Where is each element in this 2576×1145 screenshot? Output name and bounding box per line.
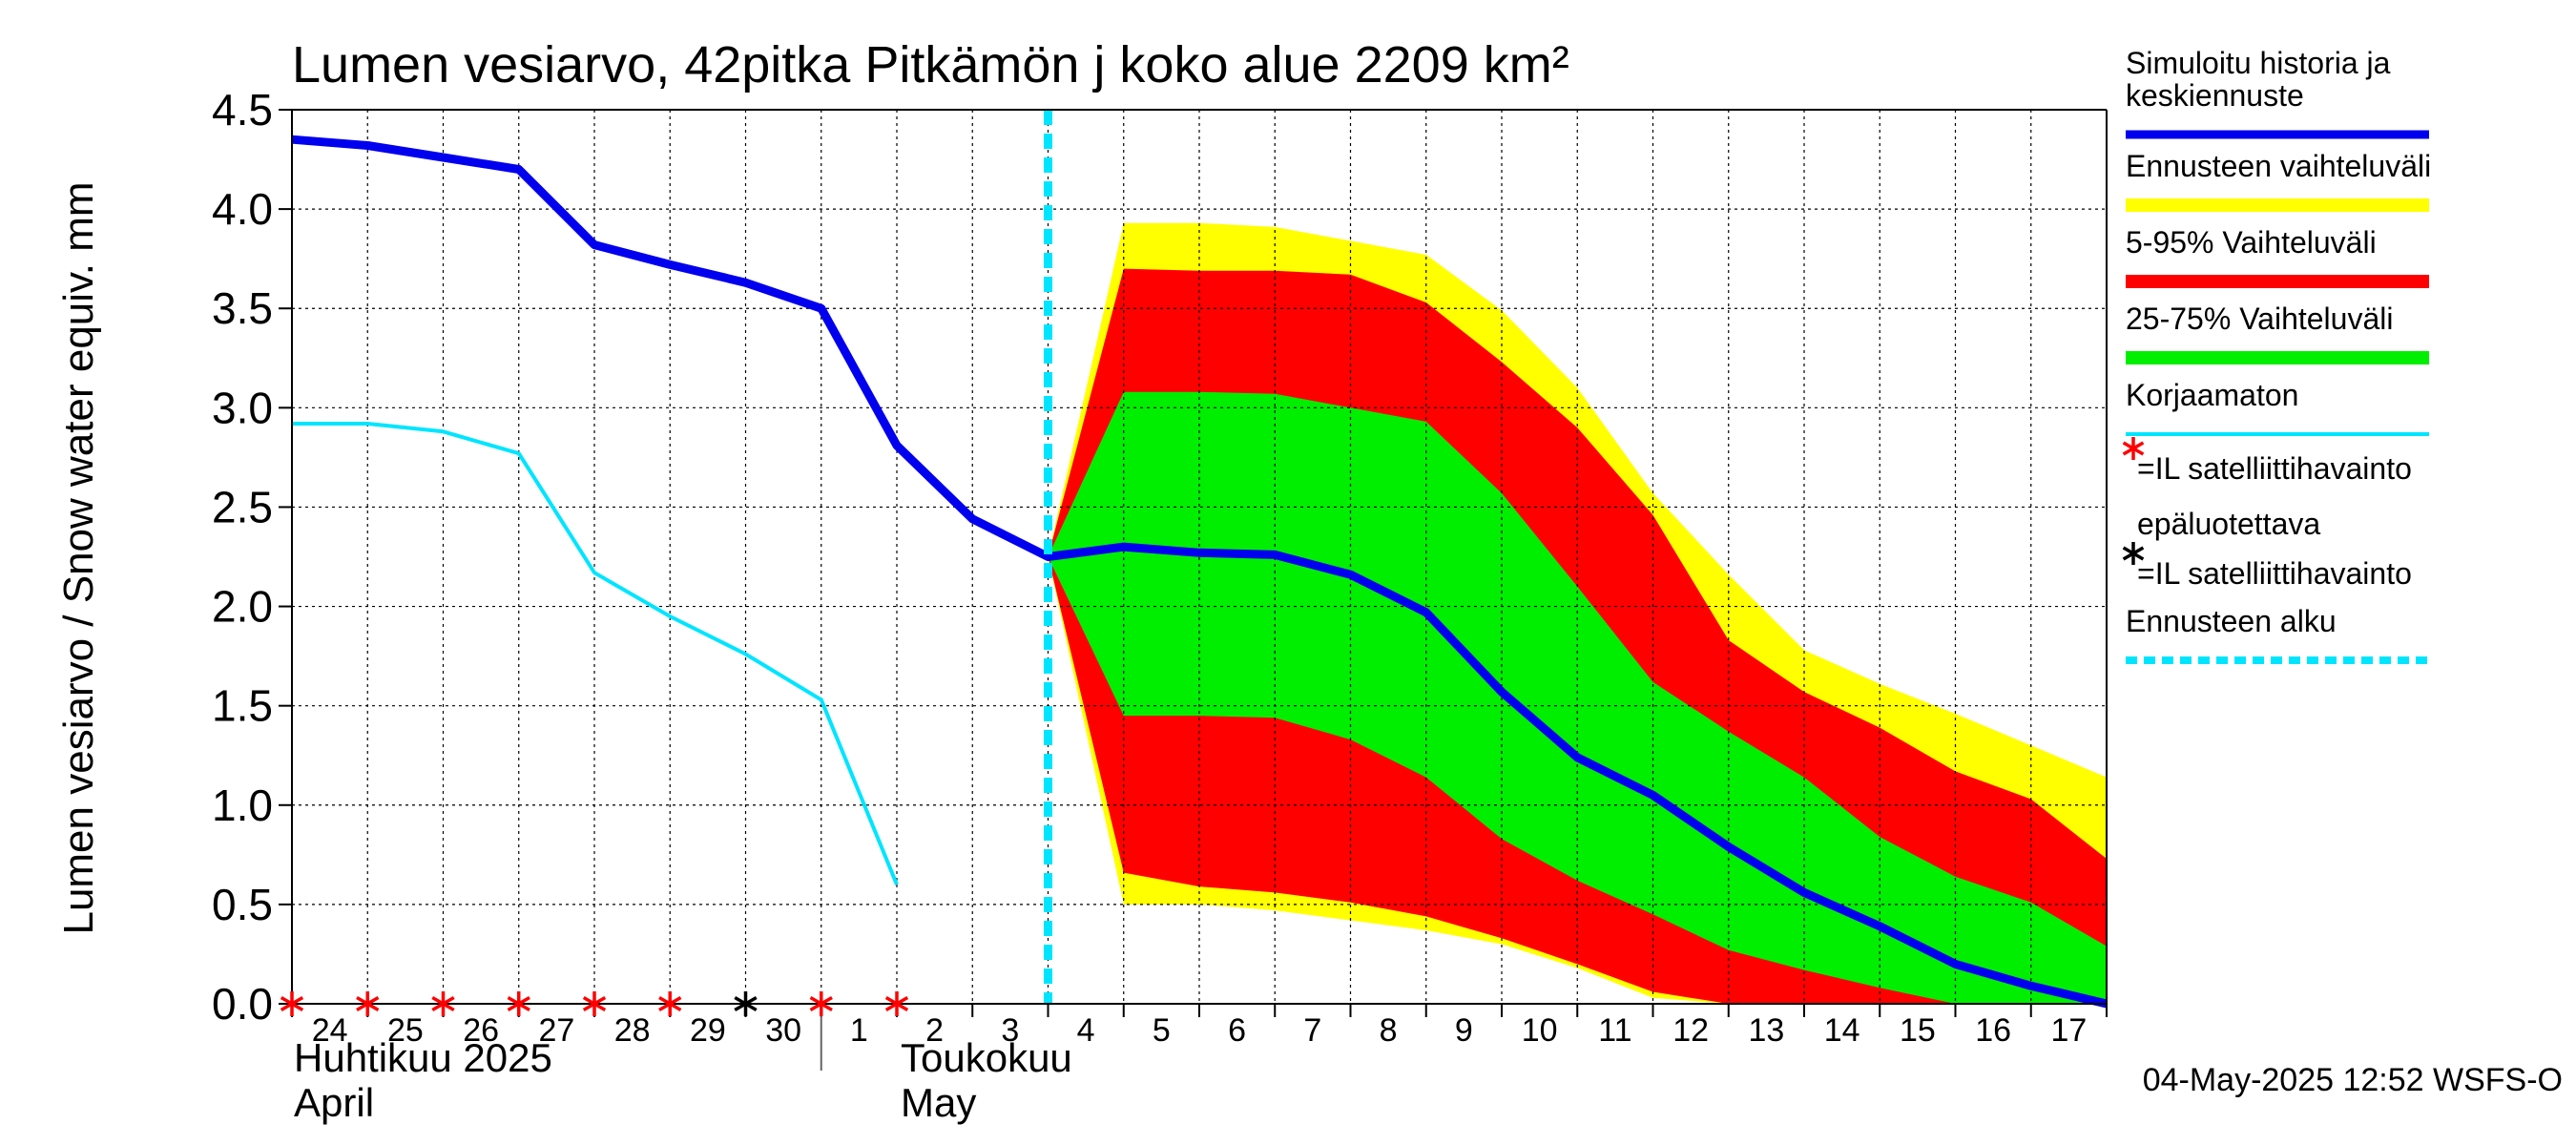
x-tick-label: 24 (312, 1012, 348, 1049)
satellite-marker-0 (582, 991, 607, 1016)
x-tick-label: 8 (1380, 1012, 1398, 1049)
legend-label: epäluotettava (2137, 507, 2320, 541)
month-label-april-en: April (294, 1080, 374, 1125)
legend-item-5: =IL satelliittihavainto epäluotettava (2122, 437, 2412, 541)
x-tick-label: 15 (1900, 1012, 1936, 1049)
legend-swatch (2126, 275, 2429, 288)
y-tick-label: 0.0 (212, 979, 273, 1029)
legend-label: Simuloitu historia ja (2126, 46, 2391, 80)
x-tick-label: 6 (1228, 1012, 1246, 1049)
legend-item-2: 5-95% Vaihteluväli (2126, 225, 2429, 288)
satellite-marker-0 (809, 991, 833, 1016)
satellite-marker-0-stroke (658, 995, 682, 1012)
legend-label: =IL satelliittihavainto (2137, 556, 2412, 591)
y-tick-label: 4.5 (212, 85, 273, 135)
legend-marker-icon (2122, 437, 2145, 460)
month-label-may-fi: Toukokuu (901, 1035, 1072, 1080)
x-tick-label: 28 (614, 1012, 651, 1049)
satellite-marker-1-stroke (734, 995, 758, 1012)
satellite-marker-0 (280, 991, 304, 1016)
x-tick-label: 5 (1153, 1012, 1171, 1049)
x-tick-label: 29 (690, 1012, 726, 1049)
x-tick-label: 26 (463, 1012, 499, 1049)
satellite-marker-0-stroke (582, 995, 607, 1012)
series-line-1 (291, 135, 2109, 1009)
month-label-april-fi: Huhtikuu 2025 (294, 1035, 552, 1080)
satellite-marker-0-stroke (431, 995, 455, 1012)
satellite-marker-0-stroke (507, 995, 530, 1012)
legend-item-7: Ennusteen alku (2126, 604, 2429, 664)
satellite-marker-1 (734, 991, 758, 1016)
x-tick-label: 1 (850, 1012, 868, 1049)
legend-swatch (2126, 351, 2429, 364)
grid (292, 110, 2107, 1004)
y-tick-label: 3.5 (212, 283, 273, 333)
y-tick-label: 2.5 (212, 482, 273, 531)
legend-label: Ennusteen vaihteluväli (2126, 149, 2431, 183)
month-label-may-en: May (901, 1080, 976, 1125)
x-tick-label: 4 (1077, 1012, 1095, 1049)
series-line-0 (292, 422, 899, 885)
legend-marker-icon (2122, 542, 2145, 565)
chart-title: Lumen vesiarvo, 42pitka Pitkämön j koko … (292, 36, 1569, 94)
x-tick-label: 7 (1303, 1012, 1321, 1049)
satellite-marker-0 (356, 991, 380, 1016)
satellite-marker-0 (658, 991, 682, 1016)
plot-area: 0.00.51.01.52.02.53.03.54.04.524 25 26 27 28… (212, 85, 2109, 1125)
x-tick-label: 2 (925, 1012, 944, 1049)
x-tick-label: 27 (538, 1012, 574, 1049)
x-tick-label: 25 (387, 1012, 424, 1049)
x-tick-label: 13 (1748, 1012, 1784, 1049)
legend-marker-icon-stroke (2122, 546, 2145, 561)
y-tick-label: 1.5 (212, 681, 273, 731)
legend-label: keskiennuste (2126, 78, 2304, 113)
y-axis-label: Lumen vesiarvo / Snow water equiv. mm (55, 181, 102, 934)
legend-swatch (2126, 198, 2429, 212)
y-tick-label: 0.5 (212, 880, 273, 929)
timestamp-label: 04-May-2025 12:52 WSFS-O (2143, 1062, 2563, 1098)
y-tick-label: 4.0 (212, 184, 273, 234)
legend-label: 25-75% Vaihteluväli (2126, 302, 2393, 336)
legend-label: 5-95% Vaihteluväli (2126, 225, 2377, 260)
legend-item-1: Ennusteen vaihteluväli (2126, 149, 2431, 212)
legend-label: Korjaamaton (2126, 378, 2298, 412)
x-tick-label: 3 (1001, 1012, 1019, 1049)
x-tick-label: 11 (1598, 1012, 1631, 1049)
x-tick-label: 17 (2050, 1012, 2087, 1049)
satellite-marker-0-stroke (280, 995, 304, 1012)
satellite-marker-0 (884, 991, 909, 1016)
legend-label: =IL satelliittihavainto (2137, 451, 2412, 486)
x-tick-label: 12 (1672, 1012, 1709, 1049)
x-tick-label: 30 (765, 1012, 801, 1049)
legend-item-4: Korjaamaton (2126, 378, 2429, 436)
y-tick-label: 2.0 (212, 582, 273, 632)
y-tick-label: 3.0 (212, 383, 273, 432)
satellite-marker-0 (507, 991, 530, 1016)
x-tick-label: 10 (1522, 1012, 1558, 1049)
x-tick-label: 16 (1975, 1012, 2011, 1049)
satellite-marker-0-stroke (356, 995, 380, 1012)
x-tick-label: 9 (1455, 1012, 1473, 1049)
satellite-marker-0 (431, 991, 455, 1016)
x-tick-label: 14 (1824, 1012, 1860, 1049)
legend-label: Ennusteen alku (2126, 604, 2337, 638)
legend-marker-icon-stroke (2122, 441, 2145, 456)
y-tick-label: 1.0 (212, 781, 273, 830)
legend-item-6: =IL satelliittihavainto (2122, 542, 2412, 591)
legend-item-3: 25-75% Vaihteluväli (2126, 302, 2429, 364)
satellite-marker-0-stroke (809, 995, 833, 1012)
satellite-marker-0-stroke (884, 995, 909, 1012)
